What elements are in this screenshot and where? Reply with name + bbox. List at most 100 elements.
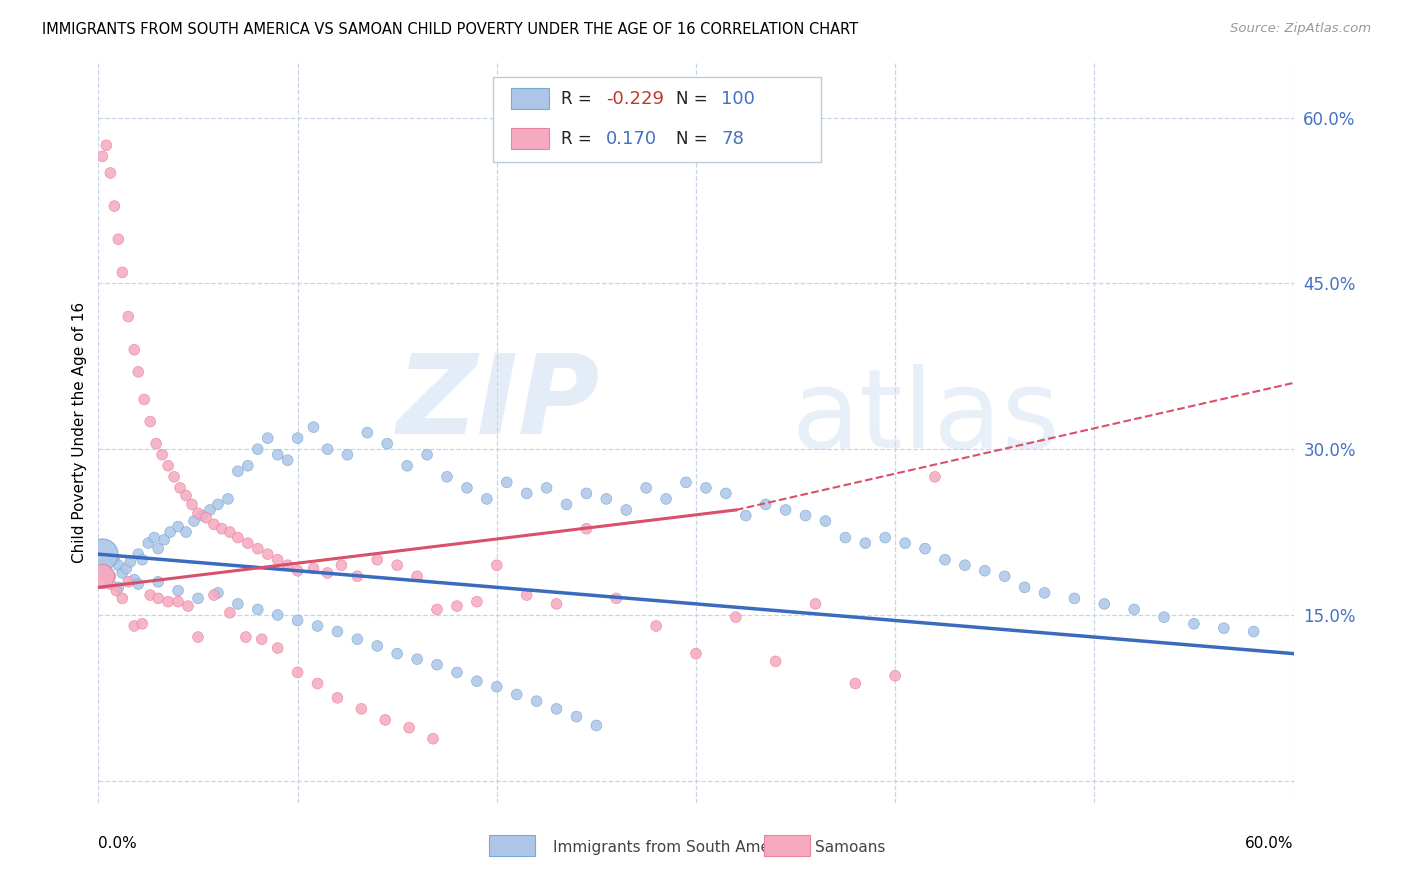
Point [595, 491, 617, 506]
Point [207, 498, 229, 512]
Point [446, 665, 468, 680]
Point [1063, 591, 1085, 606]
Point [1243, 624, 1265, 639]
Point [107, 232, 129, 246]
Point [585, 718, 607, 732]
Point [485, 680, 508, 694]
Point [202, 588, 225, 602]
Text: N =: N = [676, 90, 713, 108]
Point [302, 561, 325, 575]
Point [1212, 621, 1234, 635]
Point [396, 458, 419, 473]
Point [98, 569, 122, 583]
Point [250, 632, 273, 647]
Point [924, 470, 946, 484]
Point [755, 498, 778, 512]
Point [163, 470, 186, 484]
Point [765, 654, 787, 668]
Point [1033, 586, 1056, 600]
Point [526, 694, 548, 708]
Point [246, 442, 269, 457]
Point [655, 491, 678, 506]
Point [516, 588, 538, 602]
Point [134, 392, 156, 407]
Point [426, 602, 449, 616]
Text: 78: 78 [721, 129, 744, 148]
Point [117, 310, 139, 324]
Point [714, 486, 737, 500]
Point [217, 491, 239, 506]
Point [267, 448, 290, 462]
Point [546, 597, 568, 611]
Point [894, 536, 917, 550]
Point [775, 503, 797, 517]
FancyBboxPatch shape [763, 836, 810, 856]
Point [575, 522, 598, 536]
Point [117, 574, 139, 589]
Point [107, 558, 129, 573]
Point [107, 580, 129, 594]
Point [159, 524, 181, 539]
Point [127, 365, 149, 379]
Point [565, 709, 588, 723]
Point [111, 591, 134, 606]
Point [187, 506, 209, 520]
Point [516, 486, 538, 500]
Point [148, 591, 170, 606]
Point [131, 552, 153, 566]
Point [375, 436, 398, 450]
Y-axis label: Child Poverty Under the Age of 16: Child Poverty Under the Age of 16 [72, 302, 87, 563]
Point [495, 475, 517, 490]
Point [153, 533, 176, 547]
Point [853, 536, 876, 550]
Point [167, 583, 190, 598]
Point [219, 606, 242, 620]
Point [844, 676, 866, 690]
Point [167, 519, 190, 533]
Point [446, 599, 468, 613]
Point [374, 713, 396, 727]
Point [884, 669, 907, 683]
Point [124, 343, 146, 357]
Point [256, 547, 278, 561]
FancyBboxPatch shape [510, 88, 548, 109]
FancyBboxPatch shape [510, 128, 548, 149]
Point [202, 517, 225, 532]
Point [148, 574, 170, 589]
Point [235, 630, 257, 644]
Point [150, 448, 173, 462]
Text: ZIP: ZIP [396, 350, 600, 457]
Point [685, 647, 707, 661]
FancyBboxPatch shape [494, 78, 821, 162]
Point [794, 508, 817, 523]
Point [277, 453, 299, 467]
Point [198, 503, 221, 517]
Point [475, 491, 498, 506]
Point [485, 558, 508, 573]
Point [465, 674, 488, 689]
Point [734, 508, 756, 523]
Point [1092, 597, 1115, 611]
Point [398, 721, 420, 735]
Point [316, 442, 339, 457]
Point [226, 531, 249, 545]
Point [804, 597, 827, 611]
Point [994, 569, 1017, 583]
Point [139, 588, 162, 602]
Point [157, 595, 180, 609]
Point [148, 541, 170, 556]
Text: R =: R = [561, 129, 598, 148]
Point [174, 524, 197, 539]
Point [91, 569, 114, 583]
Point [366, 639, 388, 653]
Point [346, 632, 368, 647]
Point [127, 547, 149, 561]
Point [287, 564, 309, 578]
Point [127, 577, 149, 591]
Point [675, 475, 697, 490]
Text: Immigrants from South America: Immigrants from South America [553, 839, 799, 855]
Point [302, 420, 325, 434]
Point [406, 569, 429, 583]
Point [91, 558, 114, 573]
Point [181, 498, 204, 512]
